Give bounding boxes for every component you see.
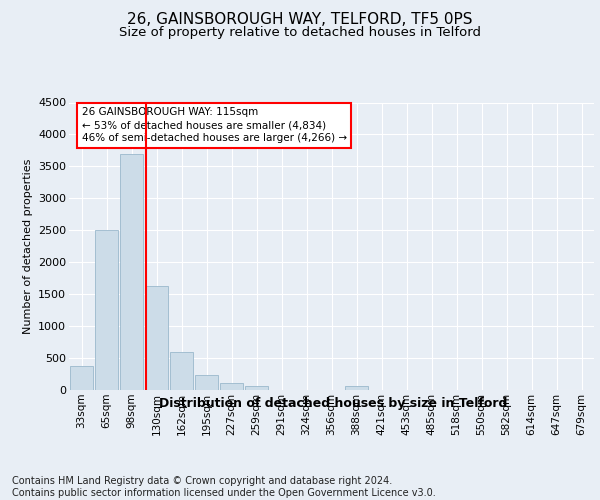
Bar [170,352,193,390]
Text: Contains HM Land Registry data © Crown copyright and database right 2024.
Contai: Contains HM Land Registry data © Crown c… [12,476,436,498]
Bar [220,384,243,390]
Text: Distribution of detached houses by size in Telford: Distribution of detached houses by size … [159,398,507,410]
Bar [95,230,118,390]
Bar [245,386,268,390]
Text: 26, GAINSBOROUGH WAY, TELFORD, TF5 0PS: 26, GAINSBOROUGH WAY, TELFORD, TF5 0PS [127,12,473,28]
Bar [195,374,218,390]
Bar [70,366,93,390]
Bar [345,386,368,390]
Y-axis label: Number of detached properties: Number of detached properties [23,158,32,334]
Bar [120,154,143,390]
Bar [145,286,168,390]
Text: 26 GAINSBOROUGH WAY: 115sqm
← 53% of detached houses are smaller (4,834)
46% of : 26 GAINSBOROUGH WAY: 115sqm ← 53% of det… [82,107,347,144]
Text: Size of property relative to detached houses in Telford: Size of property relative to detached ho… [119,26,481,39]
